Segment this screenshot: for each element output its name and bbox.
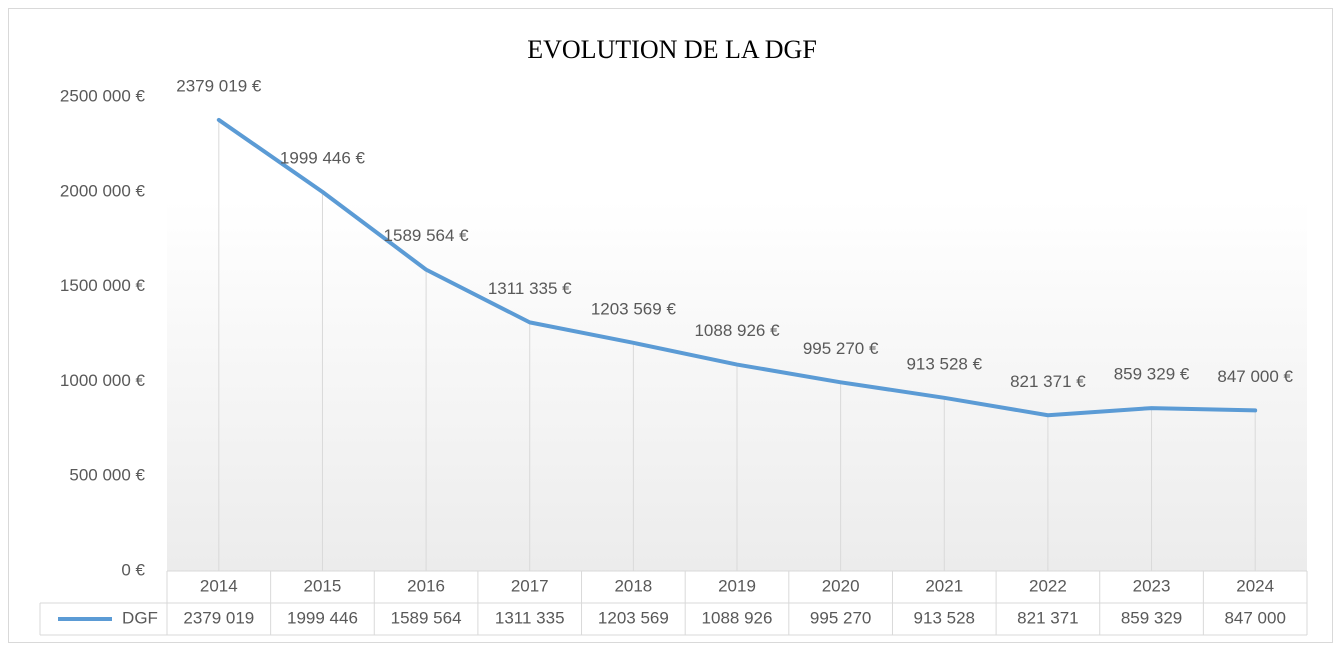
table-value: 821 371 <box>1017 608 1078 627</box>
table-value: 1088 926 <box>702 608 773 627</box>
data-label: 1589 564 € <box>384 226 470 245</box>
table-value: 1999 446 <box>287 608 358 627</box>
table-value: 847 000 <box>1224 608 1285 627</box>
data-label: 821 371 € <box>1010 372 1086 391</box>
x-tick-label: 2015 <box>304 576 342 595</box>
y-tick-label: 0 € <box>121 560 145 579</box>
data-label: 1088 926 € <box>694 321 780 340</box>
data-label: 913 528 € <box>906 354 982 373</box>
data-label: 847 000 € <box>1217 367 1293 386</box>
x-tick-label: 2018 <box>614 576 652 595</box>
data-label: 2379 019 € <box>176 76 262 95</box>
x-tick-label: 2021 <box>925 576 963 595</box>
table-value: 1203 569 <box>598 608 669 627</box>
y-tick-label: 2000 000 € <box>60 181 146 200</box>
data-label: 1999 446 € <box>280 148 366 167</box>
legend-label: DGF <box>122 608 158 627</box>
data-label: 1311 335 € <box>488 279 572 298</box>
table-value: 1311 335 <box>495 608 565 627</box>
x-tick-label: 2014 <box>200 576 238 595</box>
table-value: 913 528 <box>914 608 975 627</box>
y-tick-label: 1500 000 € <box>60 276 146 295</box>
data-label: 859 329 € <box>1114 365 1190 384</box>
x-tick-label: 2022 <box>1029 576 1067 595</box>
x-tick-label: 2017 <box>511 576 549 595</box>
y-tick-label: 1000 000 € <box>60 371 146 390</box>
x-tick-label: 2023 <box>1133 576 1171 595</box>
x-tick-label: 2020 <box>822 576 860 595</box>
series-line <box>216 117 1258 418</box>
x-tick-label: 2016 <box>407 576 445 595</box>
data-label: 995 270 € <box>803 339 879 358</box>
x-tick-label: 2019 <box>718 576 756 595</box>
table-value: 1589 564 <box>391 608 462 627</box>
chart-title: EVOLUTION DE LA DGF <box>527 35 817 64</box>
table-value: 995 270 <box>810 608 871 627</box>
table-value: 2379 019 <box>183 608 254 627</box>
table-value: 859 329 <box>1121 608 1182 627</box>
x-tick-label: 2024 <box>1236 576 1274 595</box>
data-label: 1203 569 € <box>591 299 677 318</box>
y-tick-label: 500 000 € <box>69 466 145 485</box>
y-tick-label: 2500 000 € <box>60 86 146 105</box>
